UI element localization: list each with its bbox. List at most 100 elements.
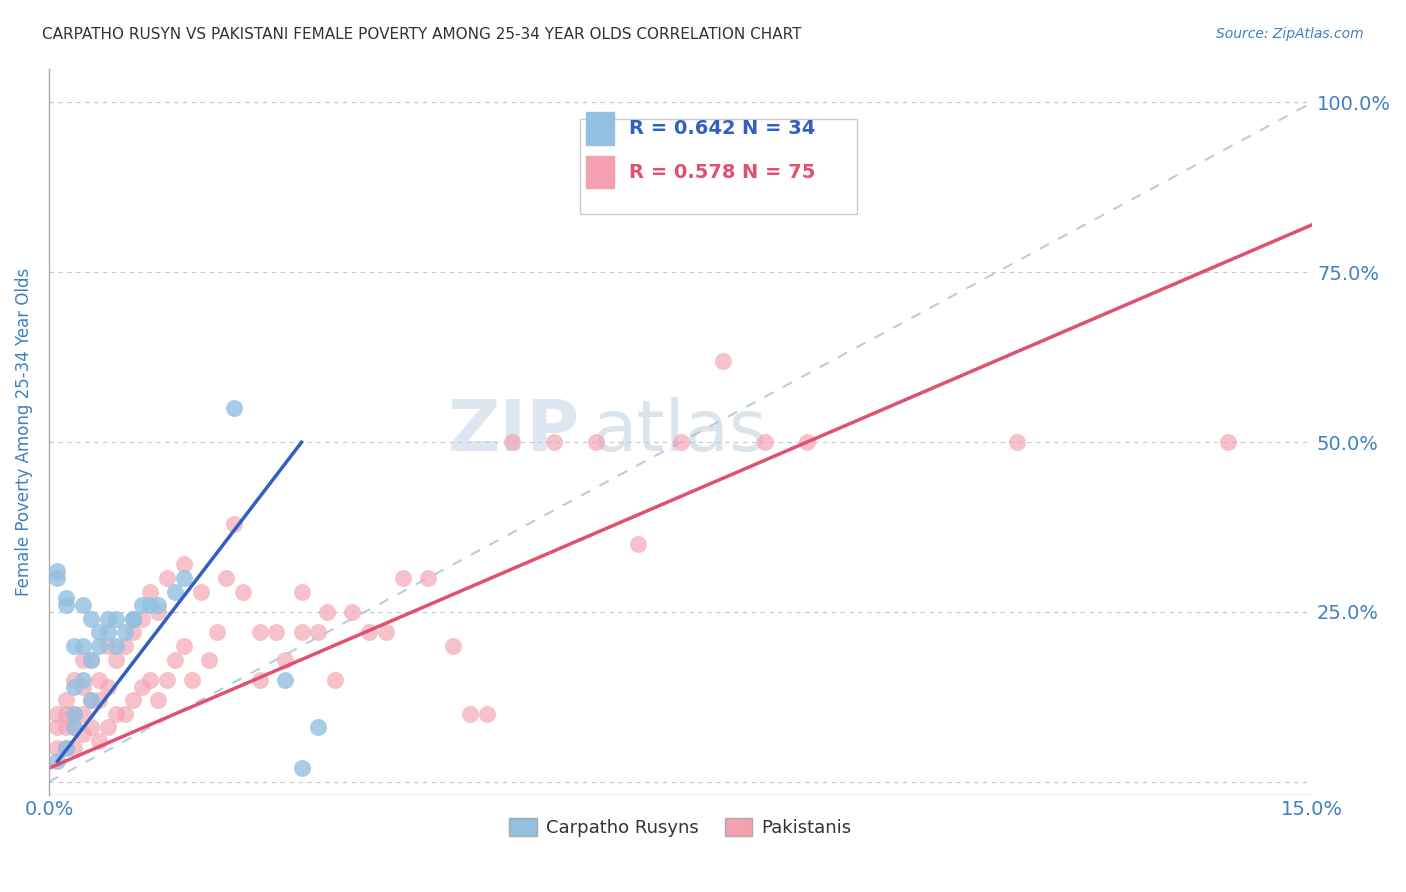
Point	[55, 740, 77, 755]
Point	[80, 721, 103, 735]
Point	[55, 598, 77, 612]
Point	[207, 625, 229, 640]
Text: N = 75: N = 75	[742, 163, 815, 182]
Point	[173, 639, 195, 653]
Point	[139, 598, 162, 612]
Point	[274, 652, 297, 666]
Point	[148, 605, 170, 619]
Point	[72, 652, 94, 666]
Y-axis label: Female Poverty Among 25-34 Year Olds: Female Poverty Among 25-34 Year Olds	[15, 268, 32, 596]
Text: atlas: atlas	[592, 398, 766, 467]
Point	[122, 625, 145, 640]
Point	[315, 605, 337, 619]
Point	[72, 673, 94, 687]
Point	[80, 612, 103, 626]
Point	[340, 605, 363, 619]
Point	[55, 721, 77, 735]
Point	[80, 652, 103, 666]
Point	[1007, 435, 1029, 450]
Point	[72, 680, 94, 694]
Text: ZIP: ZIP	[447, 398, 579, 467]
Point	[72, 639, 94, 653]
Point	[89, 734, 111, 748]
Point	[55, 706, 77, 721]
Point	[131, 598, 153, 612]
Point	[72, 727, 94, 741]
Point	[122, 612, 145, 626]
Point	[627, 537, 650, 551]
Text: R = 0.578: R = 0.578	[628, 163, 735, 182]
Point	[156, 673, 179, 687]
Point	[46, 721, 69, 735]
Bar	[586, 156, 613, 188]
Point	[131, 612, 153, 626]
Point	[139, 673, 162, 687]
Point	[97, 625, 120, 640]
Point	[114, 706, 136, 721]
Point	[266, 625, 288, 640]
Text: CARPATHO RUSYN VS PAKISTANI FEMALE POVERTY AMONG 25-34 YEAR OLDS CORRELATION CHA: CARPATHO RUSYN VS PAKISTANI FEMALE POVER…	[42, 27, 801, 42]
Point	[72, 598, 94, 612]
Point	[224, 401, 246, 416]
Point	[173, 558, 195, 572]
Point	[122, 693, 145, 707]
Point	[190, 584, 212, 599]
Point	[63, 706, 86, 721]
Point	[374, 625, 396, 640]
Bar	[579, 120, 858, 214]
Point	[156, 571, 179, 585]
Point	[148, 693, 170, 707]
Point	[63, 721, 86, 735]
Point	[796, 435, 818, 450]
Point	[165, 584, 187, 599]
Point	[291, 761, 314, 775]
Point	[458, 706, 481, 721]
Text: Source: ZipAtlas.com: Source: ZipAtlas.com	[1216, 27, 1364, 41]
Point	[501, 435, 523, 450]
Point	[198, 652, 221, 666]
Point	[122, 612, 145, 626]
Point	[46, 564, 69, 578]
Point	[416, 571, 439, 585]
Point	[475, 706, 498, 721]
Point	[224, 516, 246, 531]
Point	[232, 584, 254, 599]
Point	[89, 625, 111, 640]
Point	[1216, 435, 1239, 450]
Point	[105, 612, 128, 626]
Point	[391, 571, 413, 585]
Point	[249, 673, 271, 687]
Point	[754, 435, 776, 450]
Point	[55, 591, 77, 606]
Point	[46, 740, 69, 755]
Point	[291, 584, 314, 599]
Point	[249, 625, 271, 640]
Point	[97, 639, 120, 653]
Point	[274, 673, 297, 687]
Point	[105, 706, 128, 721]
Point	[323, 673, 346, 687]
Point	[543, 435, 565, 450]
Text: N = 34: N = 34	[742, 120, 815, 138]
Point	[46, 571, 69, 585]
Point	[80, 693, 103, 707]
Point	[97, 680, 120, 694]
Point	[46, 755, 69, 769]
Point	[63, 639, 86, 653]
Point	[55, 693, 77, 707]
Point	[80, 693, 103, 707]
Point	[97, 612, 120, 626]
Point	[72, 706, 94, 721]
Point	[105, 639, 128, 653]
Point	[114, 625, 136, 640]
Point	[181, 673, 204, 687]
Point	[114, 639, 136, 653]
Bar	[586, 112, 613, 145]
Point	[357, 625, 380, 640]
Point	[89, 673, 111, 687]
Point	[585, 435, 607, 450]
Point	[80, 652, 103, 666]
Legend: Carpatho Rusyns, Pakistanis: Carpatho Rusyns, Pakistanis	[502, 811, 859, 845]
Point	[307, 721, 329, 735]
Point	[97, 721, 120, 735]
